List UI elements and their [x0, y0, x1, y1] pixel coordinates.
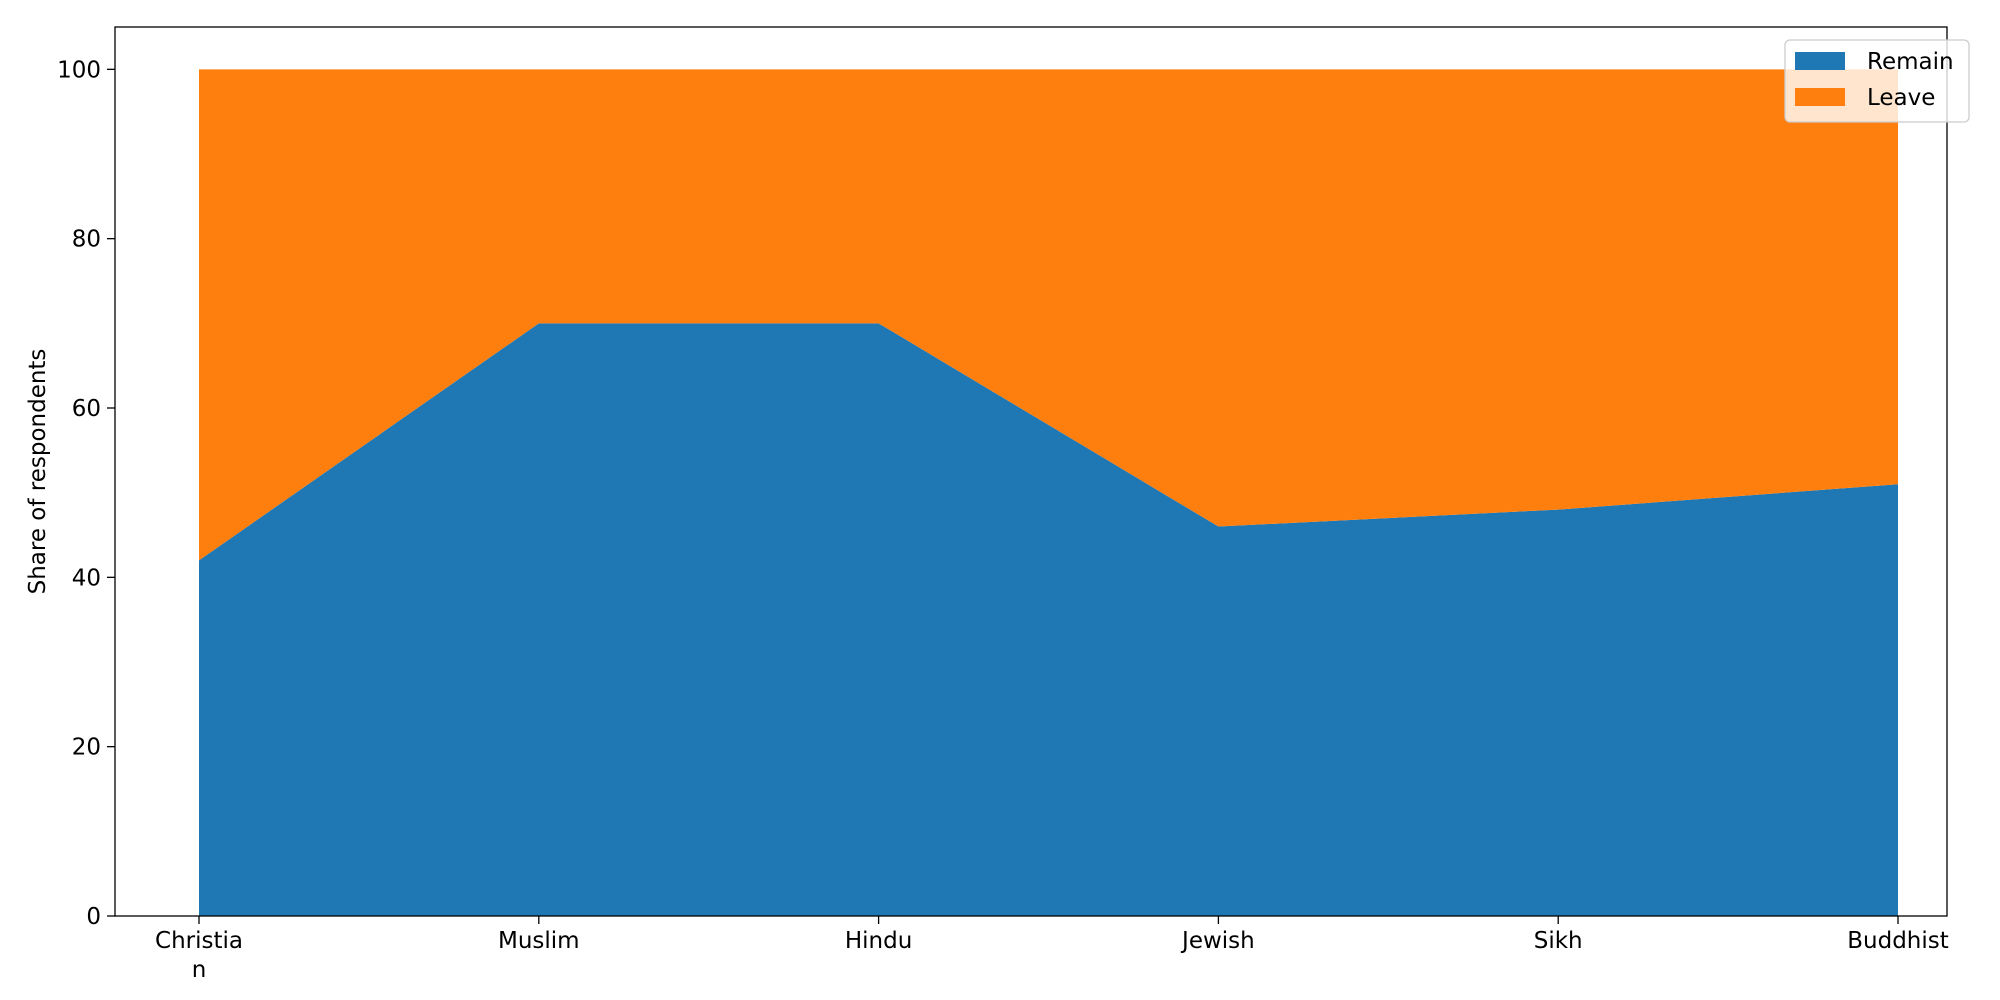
area-leave — [199, 69, 1898, 561]
legend: Remain Leave — [1784, 39, 1970, 123]
y-tick-label: 80 — [72, 227, 101, 253]
area-remain — [199, 323, 1898, 916]
legend-swatch-remain — [1795, 52, 1845, 70]
x-tick-label: Hindu — [845, 928, 912, 954]
y-tick-label: 40 — [72, 565, 101, 591]
legend-label-remain: Remain — [1867, 49, 1954, 75]
legend-label-leave: Leave — [1867, 85, 1935, 111]
x-tick-label: Jewish — [1180, 928, 1255, 954]
x-tick-label: n — [192, 957, 207, 983]
area-layers — [199, 69, 1898, 916]
y-tick-label: 60 — [72, 396, 101, 422]
y-tick-label: 20 — [72, 735, 101, 761]
y-tick-label: 0 — [86, 904, 101, 930]
plot-frame — [114, 26, 1948, 917]
legend-swatch-leave — [1795, 88, 1845, 106]
y-axis: 0 20 40 60 80 100 — [57, 57, 115, 930]
x-tick-label: Christia — [155, 928, 243, 954]
x-axis: Christia n Muslim Hindu Jewish Sikh Buddhist — [155, 916, 1949, 983]
x-tick-label: Buddhist — [1847, 928, 1949, 954]
y-axis-label: Share of respondents — [25, 349, 51, 595]
x-tick-label: Muslim — [498, 928, 580, 954]
x-tick-label: Sikh — [1534, 928, 1583, 954]
y-tick-label: 100 — [57, 57, 101, 83]
